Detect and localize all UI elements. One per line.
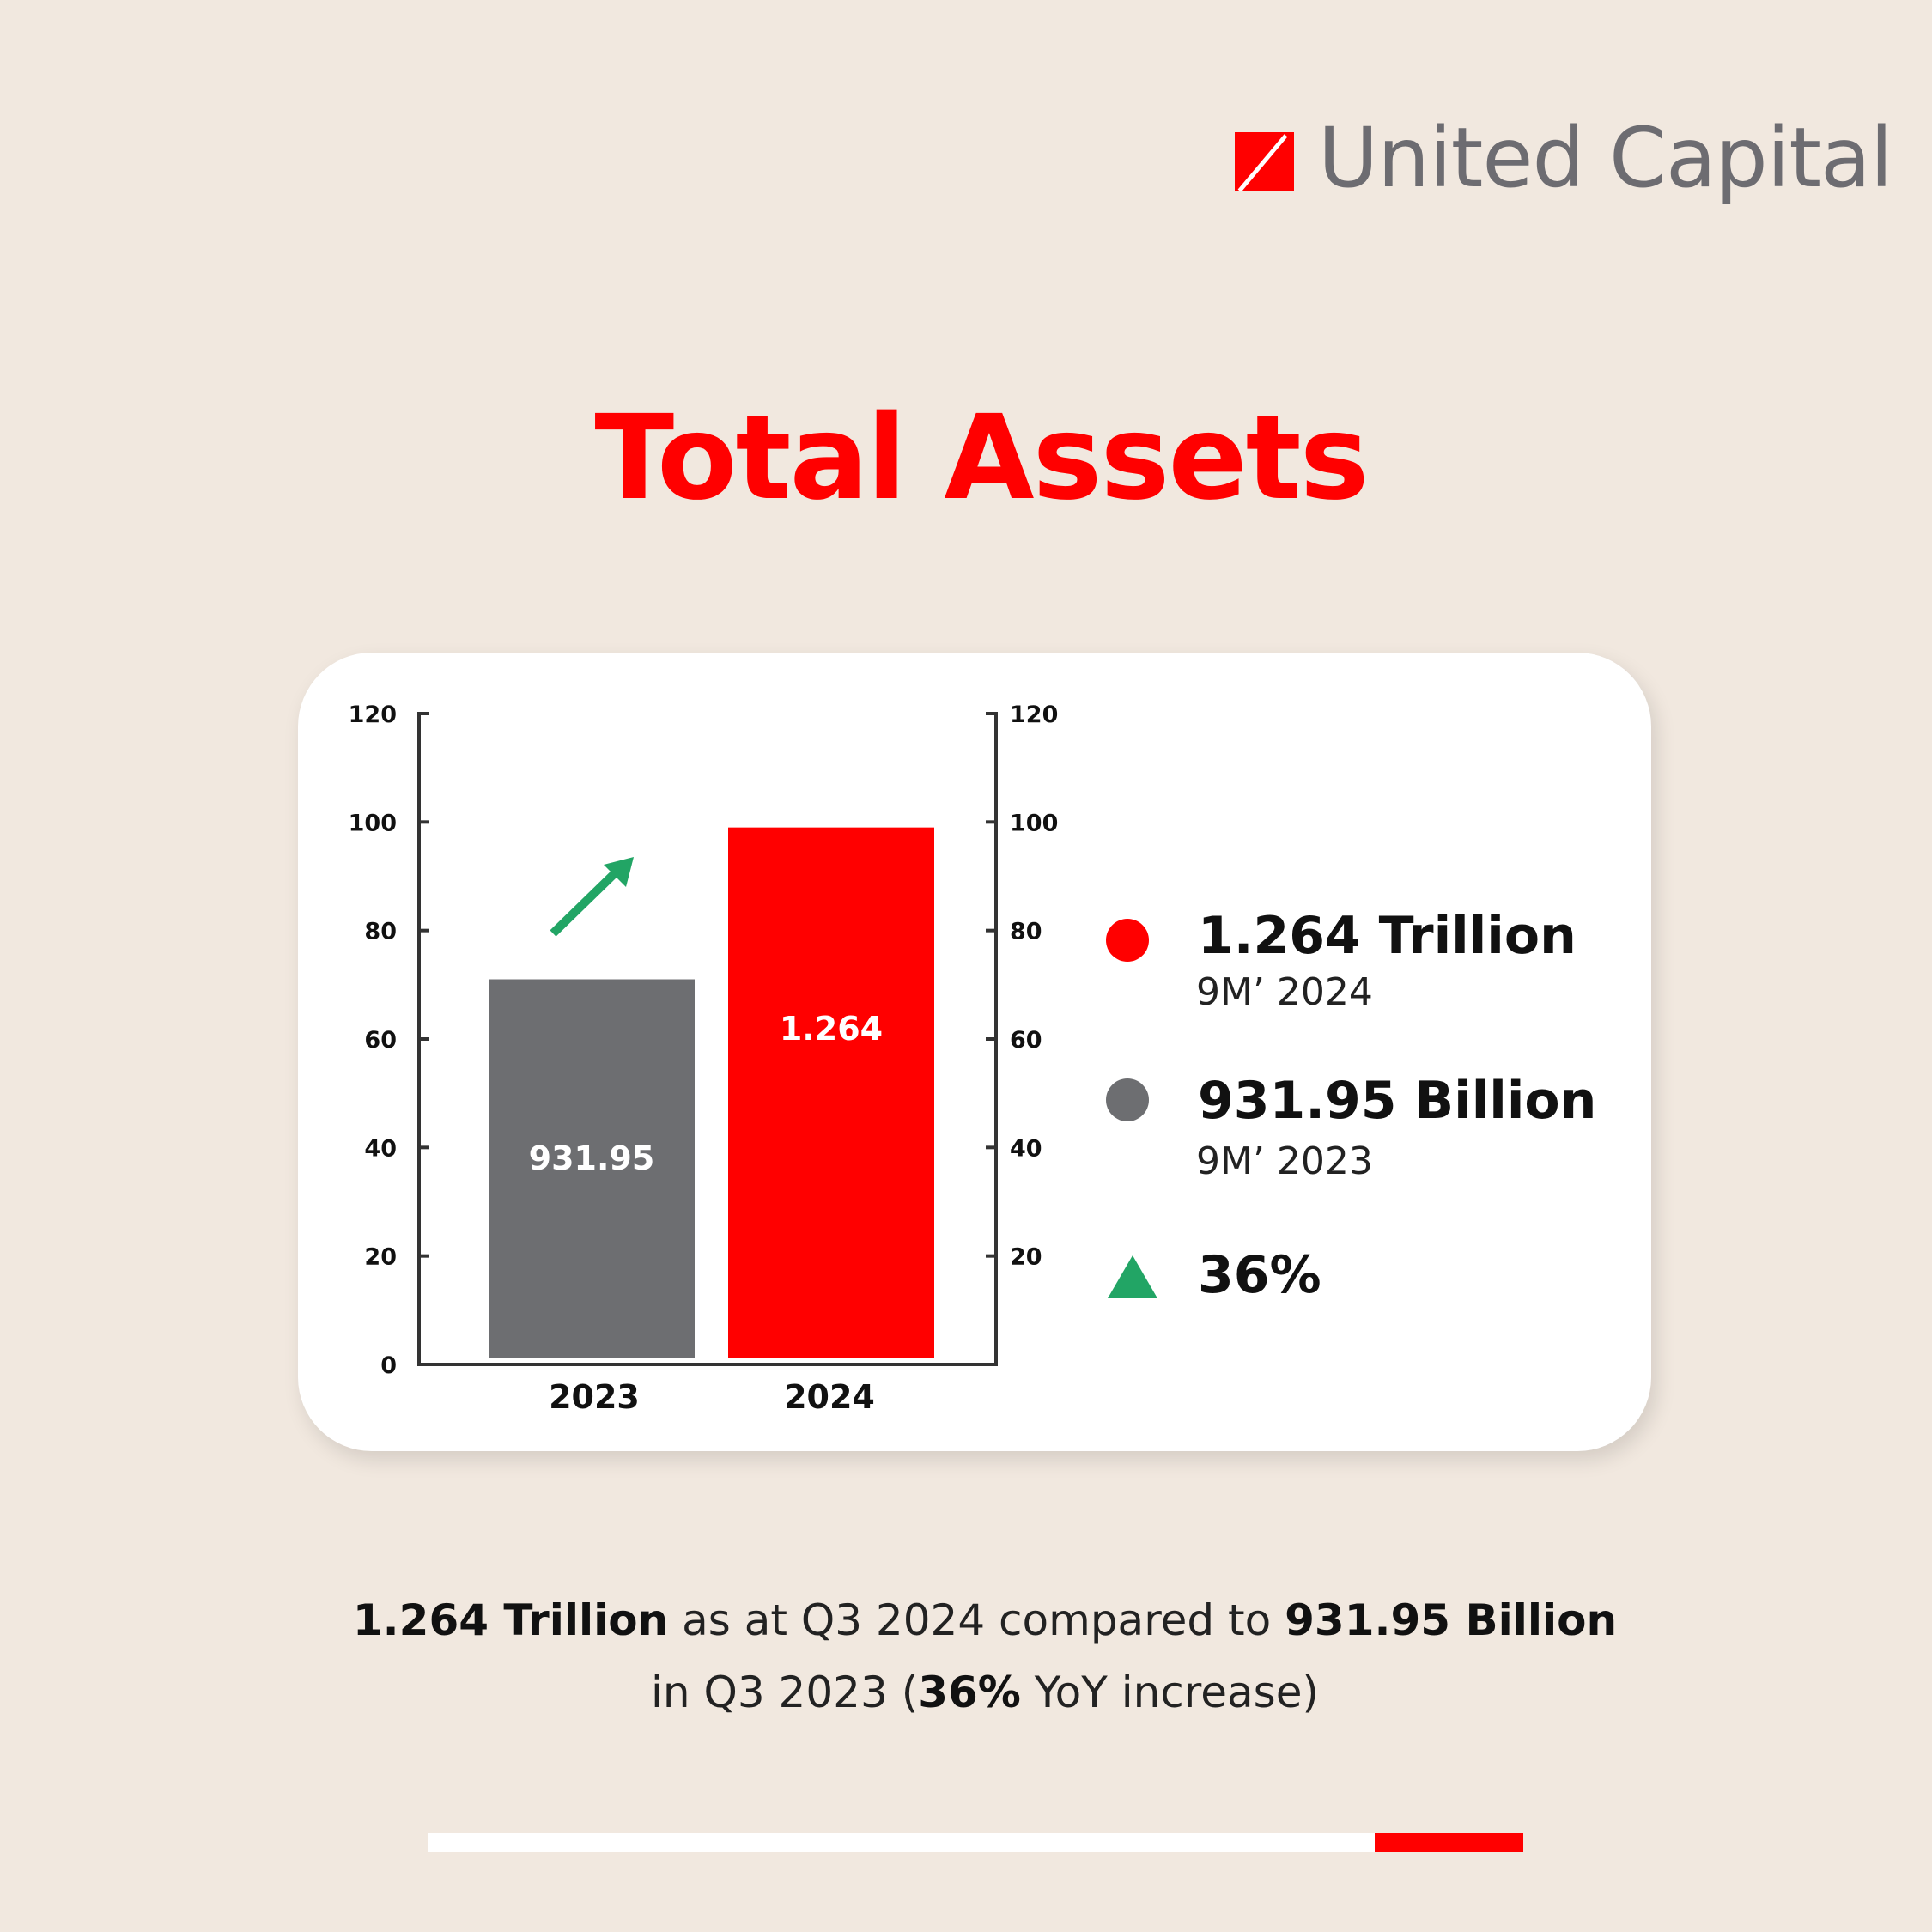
legend-dot-2023 (1106, 1078, 1149, 1121)
y-tick-label-right: 120 (1010, 702, 1058, 728)
legend-period-2024: 9M’ 2024 (1196, 970, 1373, 1014)
page-title: Total Assets (594, 391, 1369, 526)
legend-dot-2024 (1106, 919, 1149, 962)
up-arrow-shaft (550, 868, 620, 937)
page-indicator-track (428, 1833, 1375, 1852)
up-arrow-head-icon (604, 857, 634, 887)
caption-text: in Q3 2023 ( (651, 1668, 919, 1717)
bar-2024 (728, 827, 934, 1358)
caption-text: as at Q3 2024 compared to (668, 1595, 1285, 1645)
logo-mark-icon (1235, 132, 1294, 191)
caption-line-1: 1.264 Trillion as at Q3 2024 compared to… (0, 1595, 1932, 1645)
y-tick-label-left: 40 (364, 1135, 397, 1162)
y-tick-label-right: 40 (1010, 1135, 1042, 1162)
y-tick-label-right: 80 (1010, 919, 1042, 945)
caption-bold: 931.95 Billion (1285, 1595, 1618, 1645)
x-tick-label: 2023 (549, 1378, 640, 1416)
bar-data-label: 1.264 (780, 1010, 883, 1048)
caption-bold: 1.264 Trillion (352, 1595, 669, 1645)
brand-name: United Capital (1318, 110, 1893, 206)
y-tick-label-left: 80 (364, 919, 397, 945)
y-tick-label-right: 60 (1010, 1027, 1042, 1054)
bar-data-label: 931.95 (529, 1139, 655, 1177)
bar-2023 (489, 979, 695, 1358)
y-tick-label-left: 120 (349, 702, 397, 728)
legend-value-2024: 1.264 Trillion (1198, 906, 1577, 966)
up-triangle-icon (1108, 1255, 1157, 1298)
y-tick-label-left: 20 (364, 1244, 397, 1271)
page-indicator-active (1375, 1833, 1523, 1852)
legend-value-2023: 931.95 Billion (1198, 1071, 1597, 1131)
y-tick-label-left: 0 (380, 1352, 397, 1379)
y-tick-label-right: 100 (1010, 810, 1058, 836)
caption-line-2: in Q3 2023 (36% YoY increase) (0, 1668, 1932, 1717)
y-tick-label-right: 20 (1010, 1244, 1042, 1271)
x-tick-label: 2024 (784, 1378, 875, 1416)
growth-value: 36% (1198, 1245, 1321, 1305)
caption-bold: 36% (918, 1668, 1021, 1717)
y-tick-label-left: 60 (364, 1027, 397, 1054)
y-tick-label-left: 100 (349, 810, 397, 836)
caption-text: YoY increase) (1020, 1668, 1319, 1717)
legend-period-2023: 9M’ 2023 (1196, 1139, 1373, 1183)
